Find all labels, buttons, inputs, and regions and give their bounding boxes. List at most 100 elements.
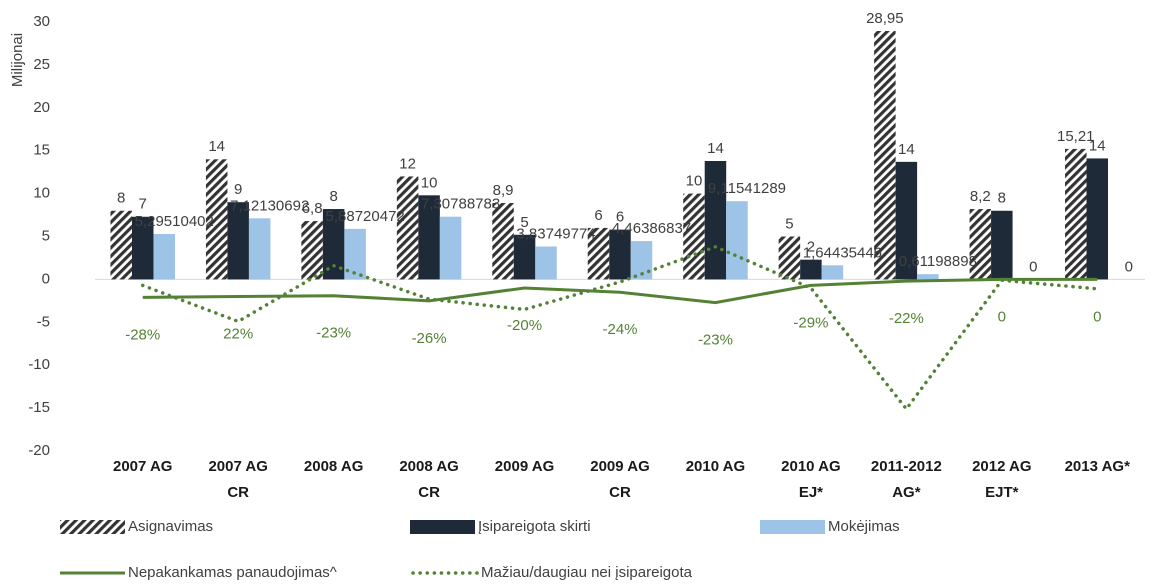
data-label: -24% — [602, 321, 637, 338]
bar — [396, 176, 419, 280]
x-tick-label: 2010 AG — [781, 458, 840, 475]
x-tick-label: 2010 AG — [686, 458, 745, 475]
bar — [535, 246, 557, 280]
data-label: 5,29510402 — [135, 213, 214, 230]
data-label: -23% — [316, 325, 351, 342]
data-label: 7 — [139, 196, 147, 213]
bar — [418, 195, 440, 280]
x-tick-label: 2013 AG* — [1065, 458, 1130, 475]
bar — [513, 234, 536, 280]
bar — [778, 236, 801, 280]
data-label: -28% — [125, 326, 160, 343]
x-tick-label: 2011-2012 — [871, 458, 942, 475]
legend-label: Mokėjimas — [828, 518, 900, 535]
legend-swatch — [410, 520, 475, 534]
y-tick-label: 20 — [33, 99, 50, 116]
data-label: 14 — [707, 140, 724, 157]
data-label: 0 — [1125, 258, 1133, 275]
data-label: 22% — [223, 326, 253, 343]
y-tick-label: 30 — [33, 13, 50, 30]
y-tick-label: 0 — [42, 270, 50, 287]
data-label: 6 — [616, 209, 624, 226]
data-label: 5 — [785, 215, 793, 232]
x-tick-label: 2012 AG — [972, 458, 1031, 475]
data-label: 7,30788783 — [421, 196, 500, 213]
legend-label: Mažiau/daugiau nei įsipareigota — [481, 564, 693, 581]
data-label: 10 — [421, 174, 438, 191]
legend-swatch — [760, 520, 825, 534]
data-label: 6 — [594, 207, 602, 224]
y-axis-label: Milijonai — [9, 33, 26, 87]
line-series — [140, 244, 1100, 412]
bar — [301, 221, 323, 280]
bar — [248, 218, 271, 280]
legend-label: Nepakankamas panaudojimas^ — [128, 564, 337, 581]
bar — [969, 209, 992, 280]
bar — [609, 229, 631, 280]
data-label: 8 — [998, 190, 1006, 207]
data-label: 8 — [329, 188, 337, 205]
data-label: 0 — [998, 308, 1006, 325]
data-label: 15,21 — [1057, 128, 1095, 145]
data-label: 4,46386837 — [612, 220, 691, 237]
y-tick-label: -5 — [37, 313, 50, 330]
data-label: -20% — [507, 317, 542, 334]
x-tick-label: 2007 AG — [113, 458, 172, 475]
data-label: 5 — [520, 214, 528, 231]
legend-swatch — [60, 520, 125, 534]
bar — [800, 259, 822, 280]
data-label: 8,9 — [493, 182, 514, 199]
bar — [439, 216, 462, 280]
legend-label: Asignavimas — [128, 518, 213, 535]
bar — [630, 241, 653, 280]
y-tick-label: 10 — [33, 185, 50, 202]
y-tick-label: -15 — [28, 399, 50, 416]
data-label: 1,64435446 — [803, 244, 882, 261]
bar — [917, 274, 939, 280]
x-tick-label: EJ* — [799, 484, 823, 501]
data-label: 9 — [234, 181, 242, 198]
x-tick-label: 2007 AG — [208, 458, 267, 475]
x-tick-label: 2008 AG — [399, 458, 458, 475]
data-label: 14 — [208, 138, 225, 155]
y-tick-label: 25 — [33, 56, 50, 73]
bar — [726, 201, 748, 280]
x-tick-label: EJT* — [985, 484, 1019, 501]
data-label: 9,11541289 — [708, 180, 786, 197]
bar — [587, 227, 610, 280]
legend-label: Įsipareigota skirti — [478, 518, 591, 535]
data-label: 0 — [1029, 258, 1037, 275]
data-label: 10 — [686, 173, 703, 190]
bar — [322, 209, 345, 280]
y-tick-label: 15 — [33, 142, 50, 159]
x-tick-label: 2009 AG — [590, 458, 649, 475]
data-label: -26% — [412, 330, 447, 347]
data-label: 7,12130692 — [230, 197, 309, 214]
x-tick-label: CR — [609, 484, 631, 501]
bar — [874, 31, 896, 280]
data-label: 28,95 — [866, 10, 904, 27]
data-label: 0,61198898 — [899, 253, 977, 270]
bar — [821, 265, 844, 280]
data-label: -22% — [889, 310, 924, 327]
bar — [205, 159, 228, 280]
bar — [1065, 148, 1087, 280]
data-label: 14 — [1089, 137, 1106, 154]
x-tick-label: CR — [418, 484, 440, 501]
data-label: -23% — [698, 332, 733, 349]
y-tick-label: -10 — [28, 356, 50, 373]
y-tick-label: 5 — [42, 227, 50, 244]
data-label: 6,8 — [302, 200, 323, 217]
data-label: 14 — [898, 141, 915, 158]
bar — [492, 203, 514, 280]
data-label: -29% — [793, 314, 828, 331]
line-series — [142, 277, 1098, 305]
data-label: 3,83749774 — [516, 225, 595, 242]
bar — [227, 202, 249, 280]
bar — [131, 216, 154, 280]
bar — [1086, 158, 1109, 280]
x-tick-label: 2008 AG — [304, 458, 363, 475]
data-label: 5,88720472 — [326, 208, 405, 225]
data-label: 8,2 — [970, 188, 991, 205]
